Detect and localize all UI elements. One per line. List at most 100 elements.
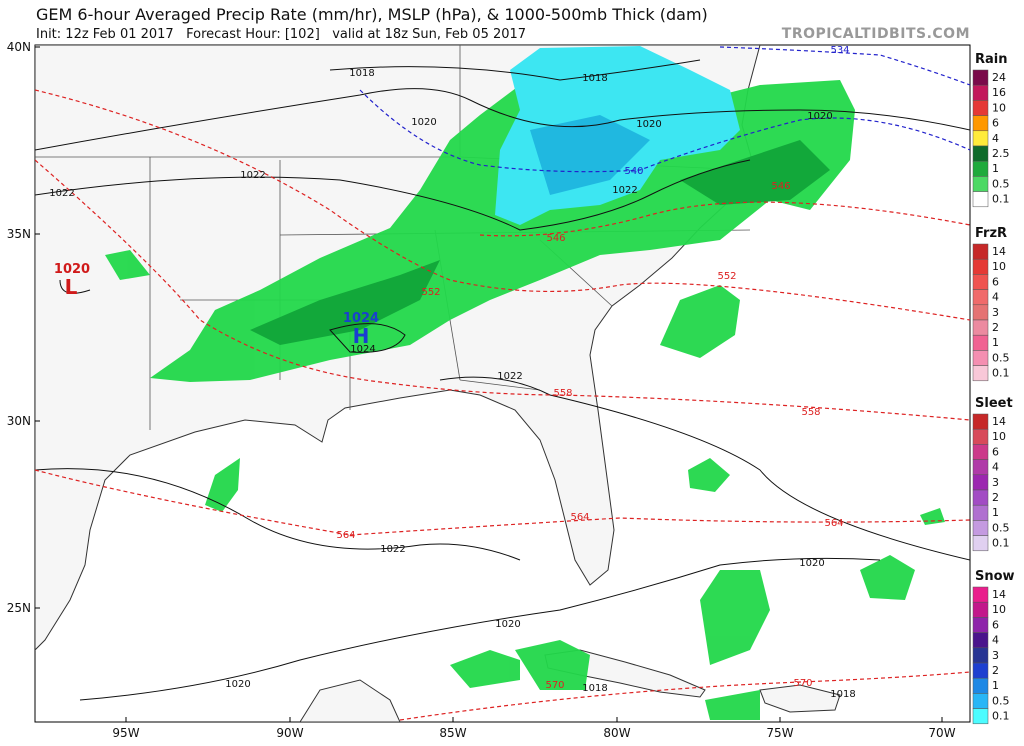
- thickness-label: 564: [570, 512, 589, 523]
- legend-title: Sleet: [975, 396, 1013, 411]
- legend-level: 1: [992, 506, 999, 519]
- legend-swatch: [972, 677, 989, 694]
- thickness-contours: [35, 89, 970, 721]
- low-pressure-value: 1020: [54, 262, 90, 277]
- map-labels: 40N 35N 30N 25N 95W 90W 85W 80W 75W 70W 1018 1018 10…: [7, 40, 956, 740]
- legend-swatch: [972, 365, 989, 382]
- legend-level: 1: [992, 679, 999, 692]
- thickness-label: 552: [717, 271, 736, 282]
- legend-level: 4: [992, 634, 999, 647]
- lon-label: 90W: [276, 726, 303, 740]
- legend-swatch: [972, 444, 989, 460]
- thickness-label: 570: [545, 680, 564, 691]
- legend-swatch: [972, 693, 989, 709]
- pressure-label: 1022: [240, 170, 265, 181]
- legend-swatch: [972, 130, 989, 147]
- pressure-label: 1020: [636, 119, 661, 130]
- legend-level: 0.5: [992, 177, 1010, 190]
- thickness-label: 564: [824, 518, 843, 529]
- thickness-label: 546: [546, 233, 565, 244]
- lon-label: 70W: [928, 726, 955, 740]
- legend-level: 10: [992, 260, 1006, 273]
- legend-level: 4: [992, 461, 999, 474]
- lat-label: 35N: [7, 227, 31, 241]
- title: GEM 6-hour Averaged Precip Rate (mm/hr),…: [36, 5, 708, 24]
- legend-level: 0.5: [992, 351, 1010, 364]
- legend-swatch: [972, 243, 989, 260]
- legend-level: 0.1: [992, 537, 1010, 550]
- legend-swatch: [972, 304, 989, 321]
- pressure-label: 1022: [612, 185, 637, 196]
- precip-heavy: [250, 140, 830, 345]
- hispaniola: [759, 684, 841, 713]
- legend-swatch: [972, 334, 989, 351]
- pressure-label: 1022: [497, 371, 522, 382]
- pressure-label: 1018: [582, 683, 607, 694]
- precip-snow-heavy: [530, 115, 650, 195]
- pressure-contours: [35, 59, 970, 701]
- legend-swatch: [972, 84, 989, 101]
- legend-swatch: [972, 662, 989, 679]
- legend-swatch: [972, 632, 989, 649]
- legend-swatch: [972, 350, 989, 366]
- legend-level: 3: [992, 476, 999, 489]
- thickness-label: 552: [421, 287, 440, 298]
- lon-label: 85W: [439, 726, 466, 740]
- high-pressure-value: 1024: [343, 311, 379, 326]
- legend-level: 10: [992, 603, 1006, 616]
- legend-level: 0.5: [992, 521, 1010, 534]
- legend-level: 14: [992, 415, 1006, 428]
- pressure-label: 1020: [799, 558, 824, 569]
- pressure-label: 1020: [411, 117, 436, 128]
- low-pressure-symbol: L: [65, 275, 78, 299]
- legend-swatch: [972, 319, 989, 336]
- pressure-label: 1024: [350, 344, 375, 355]
- legend-swatch: [972, 617, 989, 633]
- pressure-label: 1018: [582, 73, 607, 84]
- pressure-label: 1018: [349, 68, 374, 79]
- yucatan: [299, 679, 401, 722]
- legend-swatch: [972, 258, 989, 275]
- legend-title: Rain: [975, 52, 1008, 67]
- legend-level: 0.1: [992, 367, 1010, 380]
- legend-swatch: [972, 289, 989, 306]
- legend-level: 2.5: [992, 147, 1010, 160]
- thickness-contours-cold: [359, 46, 970, 173]
- legend-swatch: [972, 115, 989, 132]
- map: 40N 35N 30N 25N 95W 90W 85W 80W 75W 70W 1018 1018 10…: [7, 40, 971, 740]
- legend-level: 2: [992, 664, 999, 677]
- legend-swatch: [972, 191, 989, 208]
- pressure-label: 1020: [225, 679, 250, 690]
- pressure-label: 1018: [830, 689, 855, 700]
- legend-swatch: [972, 274, 989, 290]
- legend-title: FrzR: [975, 226, 1007, 241]
- thickness-label: 570: [793, 678, 812, 689]
- lon-label: 75W: [766, 726, 793, 740]
- lat-label: 40N: [7, 40, 31, 54]
- legend-level: 16: [992, 86, 1006, 99]
- legend-level: 6: [992, 445, 999, 458]
- thickness-label: 540: [624, 166, 643, 177]
- site-watermark: TROPICALTIDBITS.COM: [782, 26, 970, 42]
- legend-swatch: [972, 176, 989, 192]
- legend-swatch: [972, 145, 989, 162]
- lat-label: 25N: [7, 601, 31, 615]
- legend-level: 0.1: [992, 193, 1010, 206]
- legend-swatch: [972, 413, 989, 430]
- legend-level: 0.5: [992, 694, 1010, 707]
- legend-level: 14: [992, 245, 1006, 258]
- legend-level: 14: [992, 588, 1006, 601]
- legend-level: 10: [992, 430, 1006, 443]
- legend-swatch: [972, 160, 989, 177]
- legend-level: 6: [992, 275, 999, 288]
- thickness-label: 534: [830, 45, 849, 56]
- legend-swatch: [972, 586, 989, 603]
- legend-swatch: [972, 474, 989, 491]
- legend-level: 6: [992, 117, 999, 130]
- thickness-label: 558: [553, 388, 572, 399]
- legend-level: 4: [992, 291, 999, 304]
- legend-swatch: [972, 708, 989, 725]
- legend-level: 1: [992, 336, 999, 349]
- legend-swatch: [972, 459, 989, 476]
